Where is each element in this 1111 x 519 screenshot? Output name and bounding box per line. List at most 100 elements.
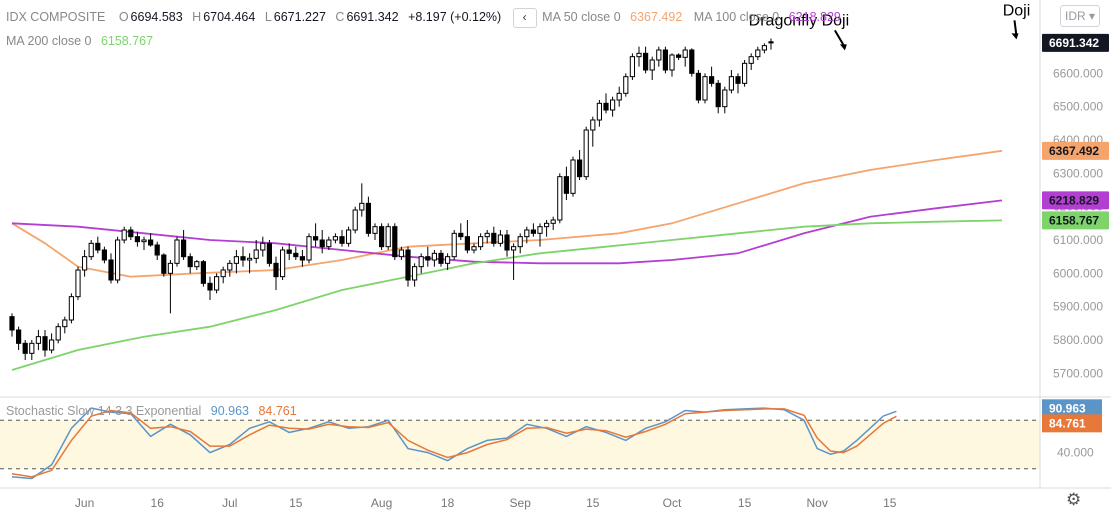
candle-body bbox=[306, 236, 312, 261]
candle bbox=[319, 230, 325, 254]
candle bbox=[596, 100, 602, 127]
candle-body bbox=[623, 76, 629, 94]
candle bbox=[742, 60, 748, 87]
time-tick-label: 15 bbox=[738, 496, 752, 510]
candle-body bbox=[682, 49, 688, 58]
candle-body bbox=[418, 256, 424, 268]
candle bbox=[148, 233, 154, 247]
candle bbox=[161, 253, 167, 277]
candle bbox=[728, 70, 734, 94]
candle bbox=[478, 233, 484, 250]
candle-body bbox=[121, 229, 127, 241]
moving-averages bbox=[11, 149, 1003, 371]
candle-body bbox=[656, 49, 662, 61]
price-tick-label: 6500.000 bbox=[1053, 100, 1103, 114]
time-tick-label: 15 bbox=[883, 496, 897, 510]
candle bbox=[167, 260, 174, 314]
candle-body bbox=[181, 239, 187, 258]
candle bbox=[656, 46, 662, 67]
close-label: C bbox=[335, 10, 345, 25]
candle-body bbox=[134, 236, 141, 243]
candle bbox=[128, 226, 134, 240]
candle-body bbox=[260, 242, 266, 251]
candle-body bbox=[101, 249, 108, 261]
candle bbox=[16, 326, 22, 350]
annotation-arrowhead bbox=[839, 44, 847, 51]
candle bbox=[524, 226, 530, 244]
candle-body bbox=[629, 56, 635, 78]
candle bbox=[253, 240, 259, 264]
currency-selector[interactable]: IDR ▾ bbox=[1060, 5, 1100, 27]
ma100-label: MA 100 close 0 bbox=[693, 10, 780, 25]
candle bbox=[590, 116, 596, 147]
candle-body bbox=[445, 256, 451, 264]
close-value: 6691.342 bbox=[346, 10, 399, 25]
candle bbox=[280, 246, 286, 280]
candle bbox=[260, 236, 266, 257]
candle-body bbox=[577, 159, 583, 178]
candle-body bbox=[425, 256, 431, 261]
candle bbox=[181, 230, 187, 260]
price-tick-label: 5800.000 bbox=[1053, 333, 1103, 347]
candle-body bbox=[220, 269, 226, 278]
stochastic-value-label-text: 84.761 bbox=[1049, 416, 1086, 430]
candle bbox=[662, 46, 668, 74]
candle bbox=[425, 246, 431, 267]
candle bbox=[35, 330, 41, 350]
candle-body bbox=[319, 239, 325, 248]
candle bbox=[372, 223, 378, 240]
candle-body bbox=[643, 52, 649, 71]
candle-body bbox=[299, 256, 305, 261]
stochastic-label: Stochastic Slow 14 3 3 Exponential bbox=[6, 404, 202, 418]
low-value: 6671.227 bbox=[273, 10, 326, 25]
annotation-arrowhead bbox=[1011, 33, 1019, 40]
candle-body bbox=[755, 49, 761, 58]
candle-body bbox=[649, 59, 655, 71]
candle bbox=[484, 230, 490, 244]
candle-body bbox=[497, 234, 503, 244]
candle bbox=[88, 240, 94, 260]
candle bbox=[22, 340, 28, 360]
candle bbox=[511, 243, 517, 280]
candle-body bbox=[517, 236, 523, 248]
candle-body bbox=[438, 252, 444, 264]
candle-body bbox=[768, 41, 774, 44]
ma50-value: 6367.492 bbox=[630, 10, 683, 25]
candle-body bbox=[405, 249, 411, 281]
last-price-label-bg bbox=[1042, 191, 1109, 210]
candle-body bbox=[742, 62, 748, 84]
candle-body bbox=[82, 256, 88, 271]
symbol-name: IDX COMPOSITE bbox=[6, 10, 106, 25]
time-tick-label: Jul bbox=[222, 496, 237, 510]
candle-body bbox=[511, 246, 517, 251]
candle bbox=[709, 66, 715, 87]
candle-body bbox=[280, 249, 286, 278]
candle bbox=[313, 223, 319, 247]
candle bbox=[583, 126, 589, 180]
candle-body bbox=[207, 282, 213, 291]
candle-body bbox=[42, 336, 48, 351]
candle-body bbox=[359, 202, 365, 211]
annotation: Dragonfly Doji bbox=[749, 12, 849, 51]
gear-icon[interactable]: ⚙ bbox=[1066, 490, 1082, 509]
candle bbox=[557, 173, 563, 224]
candle-body bbox=[128, 229, 134, 238]
candle-body bbox=[722, 89, 728, 108]
candle bbox=[326, 236, 332, 250]
candle-body bbox=[570, 159, 576, 194]
candle-body bbox=[240, 256, 246, 261]
candle-body bbox=[174, 239, 180, 264]
candle-body bbox=[590, 119, 596, 131]
candle bbox=[695, 70, 701, 104]
candle-body bbox=[115, 239, 121, 281]
candle-body bbox=[88, 242, 94, 258]
candle bbox=[603, 93, 609, 114]
candle-body bbox=[247, 257, 253, 261]
candle bbox=[431, 250, 437, 267]
candle-body bbox=[55, 326, 61, 341]
collapse-legend-button[interactable]: ‹ bbox=[512, 8, 537, 28]
candle bbox=[405, 246, 411, 287]
annotations: Dragonfly Doji Doji bbox=[749, 2, 1030, 51]
